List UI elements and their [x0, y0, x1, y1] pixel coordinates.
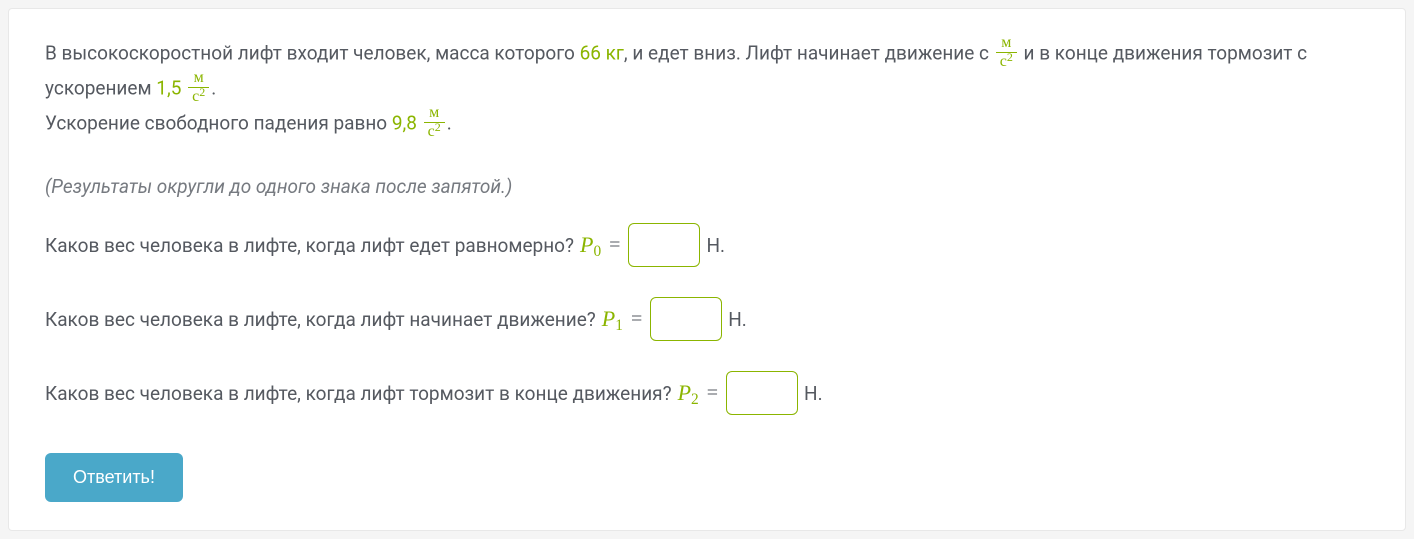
- variable-p0: P0: [580, 228, 601, 262]
- mass-value: 66 кг: [580, 42, 624, 65]
- equals-sign: =: [707, 378, 718, 409]
- answer-input-p2[interactable]: [726, 371, 798, 415]
- rounding-instruction: (Результаты округли до одного знака посл…: [45, 172, 1369, 201]
- intro-part2: , и едет вниз. Лифт начинает движение с: [624, 42, 994, 65]
- variable-p1: P1: [602, 302, 623, 336]
- equals-sign: =: [609, 230, 620, 261]
- question-text: Каков вес человека в лифте, когда лифт т…: [45, 379, 672, 408]
- problem-statement: В высокоскоростной лифт входит человек, …: [45, 37, 1369, 142]
- g-value: 9,8: [392, 112, 417, 135]
- answer-input-p1[interactable]: [650, 297, 722, 341]
- question-text: Каков вес человека в лифте, когда лифт н…: [45, 305, 596, 334]
- unit-label: Н.: [804, 379, 823, 408]
- question-row-p1: Каков вес человека в лифте, когда лифт н…: [45, 297, 1369, 341]
- decel-value: 1,5: [156, 77, 181, 100]
- problem-card: В высокоскоростной лифт входит человек, …: [8, 8, 1406, 531]
- period: .: [211, 77, 216, 100]
- unit-fraction: м с2: [996, 35, 1017, 70]
- question-row-p2: Каков вес человека в лифте, когда лифт т…: [45, 371, 1369, 415]
- unit-fraction: м с2: [424, 105, 445, 140]
- period: .: [447, 112, 452, 135]
- unit-label: Н.: [728, 305, 747, 334]
- answer-input-p0[interactable]: [628, 223, 700, 267]
- unit-label: Н.: [706, 231, 725, 260]
- intro-part1: В высокоскоростной лифт входит человек, …: [45, 42, 580, 65]
- variable-p2: P2: [678, 376, 699, 410]
- question-row-p0: Каков вес человека в лифте, когда лифт е…: [45, 223, 1369, 267]
- submit-button[interactable]: Ответить!: [45, 453, 183, 502]
- g-text: Ускорение свободного падения равно: [45, 112, 392, 135]
- question-text: Каков вес человека в лифте, когда лифт е…: [45, 231, 574, 260]
- equals-sign: =: [631, 304, 642, 335]
- unit-fraction: м с2: [188, 70, 209, 105]
